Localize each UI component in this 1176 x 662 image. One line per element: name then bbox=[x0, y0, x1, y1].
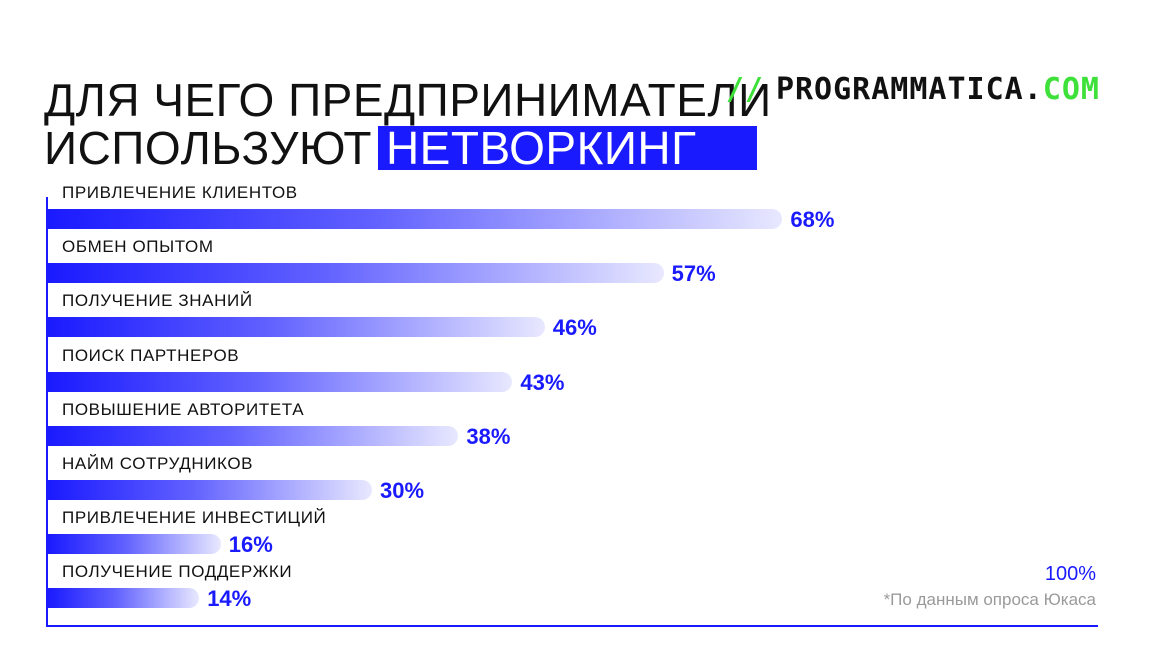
category-label: ПРИВЛЕЧЕНИЕ КЛИЕНТОВ bbox=[62, 183, 298, 202]
x-axis-line bbox=[46, 625, 1098, 627]
brand-logo: // PROGRAMMATICA.COM bbox=[726, 72, 1100, 107]
category-label: ПРИВЛЕЧЕНИЕ ИНВЕСТИЦИЙ bbox=[62, 508, 327, 528]
category-label: НАЙМ СОТРУДНИКОВ bbox=[62, 454, 254, 473]
value-label: 30% bbox=[380, 478, 425, 503]
category-label: ПОЛУЧЕНИЕ ПОДДЕРЖКИ bbox=[62, 562, 293, 582]
value-label: 14% bbox=[207, 586, 252, 612]
chart-title: ДЛЯ ЧЕГО ПРЕДПРИНИМАТЕЛИ ИСПОЛЬЗУЮТ НЕТВО… bbox=[44, 76, 772, 172]
value-label: 43% bbox=[520, 369, 565, 395]
title-line-2: ИСПОЛЬЗУЮТ НЕТВОРКИНГ bbox=[44, 124, 772, 172]
value-label: 46% bbox=[552, 315, 597, 341]
category-label: ОБМЕН ОПЫТОМ bbox=[62, 237, 214, 257]
bar bbox=[48, 263, 664, 284]
bar bbox=[48, 588, 200, 609]
value-label: 38% bbox=[466, 423, 511, 449]
bar bbox=[48, 534, 221, 555]
bar bbox=[48, 209, 783, 229]
bar bbox=[48, 317, 545, 338]
source-note: *По данным опроса Юкаса bbox=[883, 590, 1096, 609]
value-label: 57% bbox=[671, 261, 716, 287]
category-label: ПОВЫШЕНИЕ АВТОРИТЕТА bbox=[62, 399, 305, 419]
y-axis-line bbox=[46, 197, 48, 627]
logo-domain: COM bbox=[1042, 72, 1100, 107]
title-line-1: ДЛЯ ЧЕГО ПРЕДПРИНИМАТЕЛИ bbox=[44, 74, 772, 126]
logo-slashes: // bbox=[725, 72, 764, 107]
category-label: ПОИСК ПАРТНЕРОВ bbox=[62, 345, 240, 365]
value-label: 68% bbox=[790, 207, 835, 232]
logo-name: PROGRAMMATICA. bbox=[775, 72, 1043, 107]
title-line-2-prefix: ИСПОЛЬЗУЮТ bbox=[44, 122, 372, 174]
bar bbox=[48, 371, 513, 392]
axis-max-label: 100% bbox=[1044, 563, 1096, 585]
bar bbox=[48, 425, 459, 446]
title-highlight: НЕТВОРКИНГ bbox=[377, 125, 757, 171]
bar bbox=[48, 480, 372, 500]
category-label: ПОЛУЧЕНИЕ ЗНАНИЙ bbox=[62, 291, 253, 311]
value-label: 16% bbox=[228, 532, 273, 558]
